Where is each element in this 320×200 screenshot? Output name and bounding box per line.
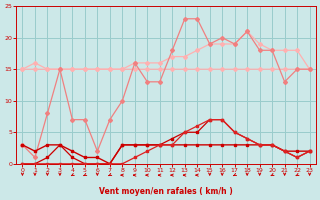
X-axis label: Vent moyen/en rafales ( km/h ): Vent moyen/en rafales ( km/h ) xyxy=(99,187,233,196)
